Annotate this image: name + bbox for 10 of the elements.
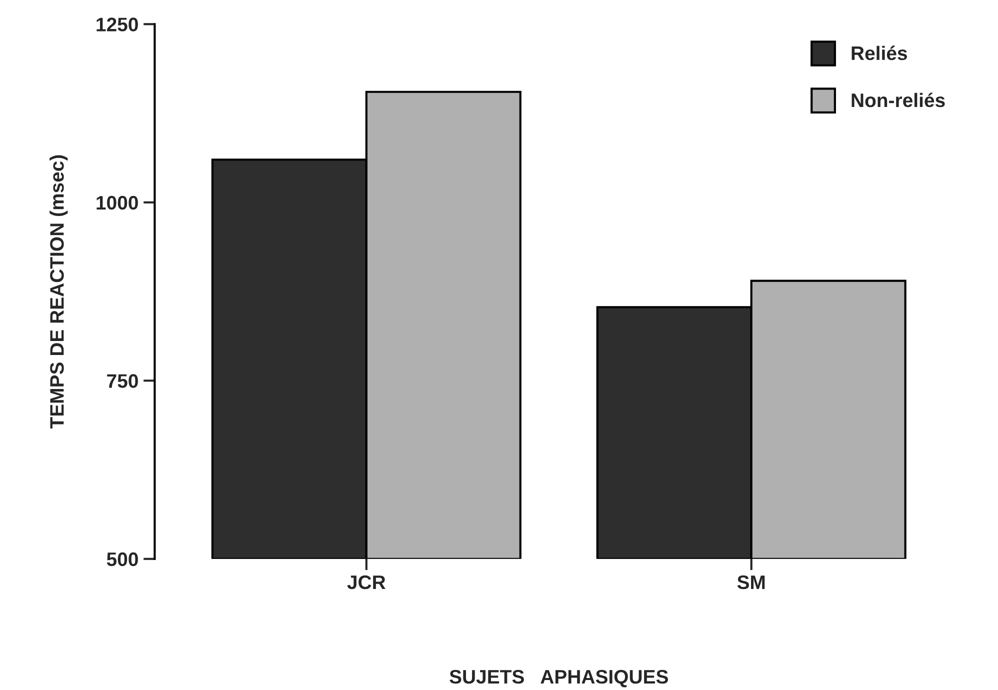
legend-label: Reliés xyxy=(852,46,907,60)
x-tick-label: SM xyxy=(737,575,765,590)
y-tick-label: 1250 xyxy=(96,18,138,32)
y-tick-label: 500 xyxy=(106,552,138,566)
y-tick-label: 1000 xyxy=(96,196,138,210)
y-axis-title: TEMPS DE REACTION (msec) xyxy=(50,155,68,429)
y-tick-label: 750 xyxy=(107,374,138,388)
x-tick-label: JCR xyxy=(347,575,386,590)
legend-label: Non-reliés xyxy=(852,92,945,108)
x-axis-title: SUJETS APHASIQUES xyxy=(450,670,668,688)
